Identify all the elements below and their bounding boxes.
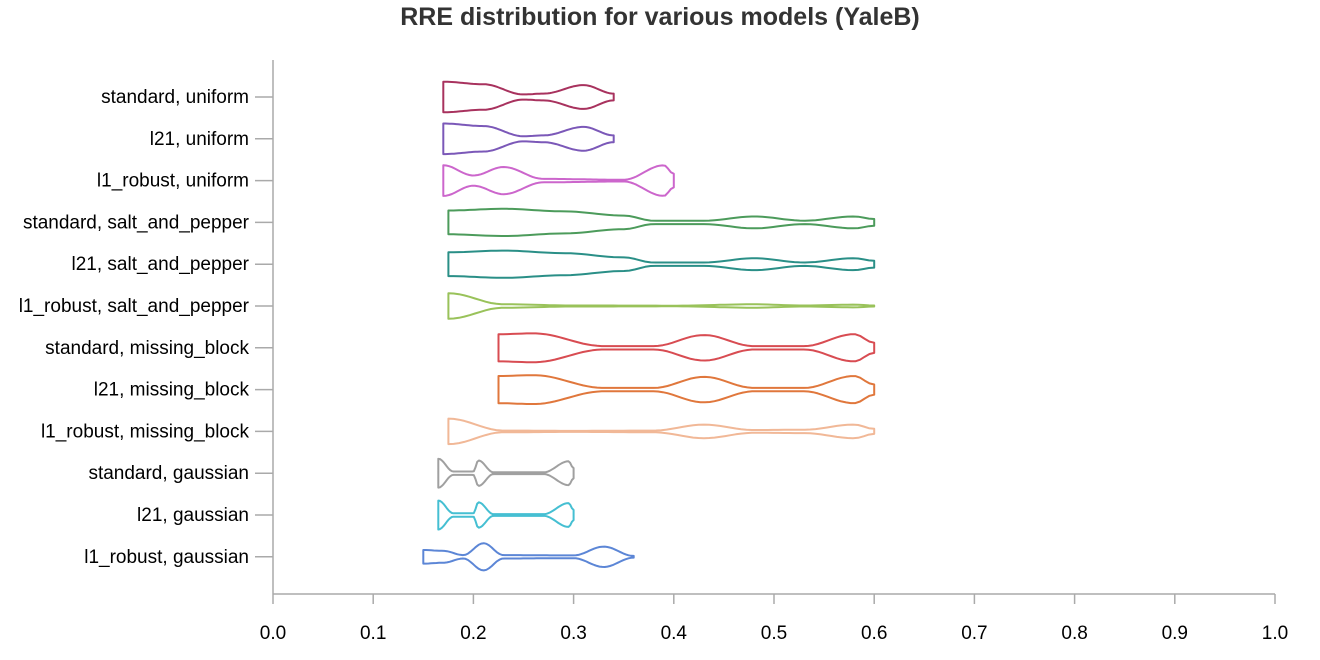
y-tick-label: l21, missing_block (94, 380, 250, 401)
x-tick-label: 0.8 (1061, 623, 1087, 644)
y-tick-label: l21, gaussian (137, 505, 249, 526)
y-tick-label: l21, uniform (150, 129, 249, 150)
violin-l1-robust-missing-block (447, 417, 876, 446)
y-tick-label: standard, gaussian (88, 463, 249, 484)
y-tick-label: l1_robust, uniform (97, 171, 249, 192)
violin-l21-gaussian (437, 499, 575, 531)
violin-l1-robust-gaussian (422, 542, 635, 572)
violin-plot-area (422, 80, 876, 572)
violin-l21-missing-block (497, 374, 876, 405)
x-tick-label: 0.1 (360, 623, 386, 644)
x-tick-label: 0.4 (661, 623, 688, 644)
y-tick-label: l1_robust, missing_block (41, 421, 250, 442)
y-axis: standard, uniform l21, uniform l1_robust, … (19, 60, 274, 594)
violin-standard-salt-and-pepper (447, 207, 876, 237)
violin-l21-uniform (442, 122, 615, 156)
y-tick-label: standard, salt_and_pepper (23, 212, 250, 233)
x-tick-label: 0.3 (560, 623, 586, 644)
y-tick-label: l1_robust, gaussian (84, 547, 249, 568)
x-tick-label: 1.0 (1262, 623, 1288, 644)
y-tick-label: l21, salt_and_pepper (72, 254, 250, 275)
x-tick-label: 0.5 (761, 623, 787, 644)
x-tick-label: 0.9 (1162, 623, 1188, 644)
x-axis: 0.0 0.1 0.2 0.3 0.4 0.5 0.6 0.7 0.8 0.9 1.0 (260, 593, 1288, 644)
chart-title: RRE distribution for various models (Yal… (400, 3, 920, 31)
y-tick-label: standard, uniform (101, 87, 249, 108)
violin-standard-gaussian (437, 457, 575, 489)
x-tick-label: 0.6 (861, 623, 887, 644)
x-tick-label: 0.7 (961, 623, 987, 644)
x-tick-label: 0.0 (260, 623, 286, 644)
violin-standard-uniform (442, 80, 615, 114)
violin-l1-robust-uniform (442, 164, 675, 197)
violin-l21-salt-and-pepper (447, 249, 876, 279)
violin-standard-missing-block (497, 332, 876, 364)
x-tick-label: 0.2 (460, 623, 486, 644)
y-tick-label: standard, missing_block (45, 338, 249, 359)
y-tick-label: l1_robust, salt_and_pepper (19, 296, 250, 317)
violin-l1-robust-salt-and-pepper (447, 292, 876, 320)
